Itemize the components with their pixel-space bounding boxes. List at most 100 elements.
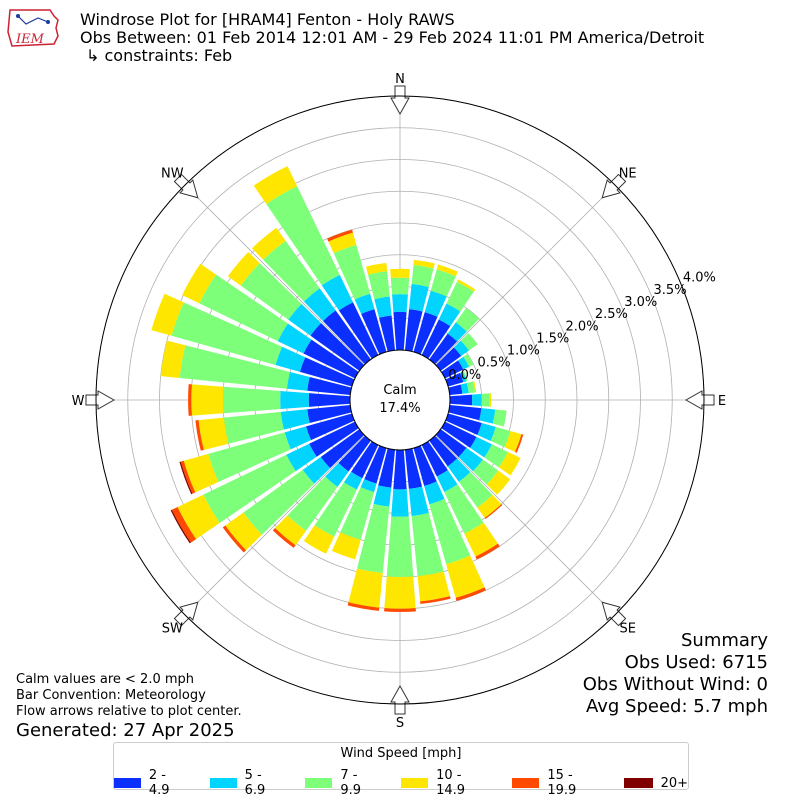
windrose-bar-segment xyxy=(287,371,310,391)
windrose-bar-segment xyxy=(366,263,388,275)
windrose-bar-segment xyxy=(253,166,298,204)
logo-text: IEM xyxy=(15,32,45,47)
windrose-bar-segment xyxy=(160,340,186,379)
windrose-bar-segment xyxy=(223,411,284,444)
windrose-bar-segment xyxy=(475,543,500,560)
title-line-2: Obs Between: 01 Feb 2014 12:01 AM - 29 F… xyxy=(80,28,705,47)
windrose-bar-segment xyxy=(338,435,371,472)
windrose-bar-segment xyxy=(307,404,352,424)
windrose-bar-segment xyxy=(306,413,355,441)
windrose-bar-segment xyxy=(284,426,312,450)
flow-arrow-icon xyxy=(85,390,116,410)
legend-label: 5 - 6.9 xyxy=(244,768,266,798)
windrose-bar-segment xyxy=(460,371,467,383)
windrose-bar-segment xyxy=(328,232,357,254)
windrose-bar-segment xyxy=(446,555,485,598)
windrose-bar-segment xyxy=(499,451,521,476)
direction-label: NW xyxy=(161,166,184,181)
calm-circle xyxy=(349,349,451,451)
legend-swatch xyxy=(305,778,333,788)
windrose-bar-segment xyxy=(199,274,288,342)
windrose-bar-segment xyxy=(266,186,340,286)
windrose-bar-segment xyxy=(441,421,477,448)
windrose-bar-segment xyxy=(409,283,429,312)
flow-arrows xyxy=(85,85,715,715)
windrose-bar-segment xyxy=(340,487,375,540)
flow-arrow-shape xyxy=(601,173,627,199)
windrose-bar-segment xyxy=(462,371,468,382)
legend-item: 10 - 14.9 xyxy=(401,768,490,798)
windrose-bar-segment xyxy=(484,444,508,468)
windrose-bar-segment xyxy=(227,251,260,286)
legend-swatch xyxy=(512,778,540,788)
windrose-bar-segment xyxy=(170,509,191,544)
windrose-bar-segment xyxy=(430,269,456,297)
summary-block: Summary Obs Used: 6715 Obs Without Wind:… xyxy=(583,630,768,718)
legend-label: 2 - 4.9 xyxy=(148,768,170,798)
legend-swatch xyxy=(114,778,141,788)
legend-label: 7 - 9.9 xyxy=(340,768,362,798)
windrose-bar-segment xyxy=(455,307,480,332)
windrose-bar-segment xyxy=(325,463,349,488)
windrose-bar-segment xyxy=(429,435,458,467)
windrose-bar-segment xyxy=(477,422,496,441)
legend-item: 7 - 9.9 xyxy=(305,768,379,798)
windrose-bar-segment xyxy=(453,340,469,357)
legend-title: Wind Speed [mph] xyxy=(340,746,462,761)
windrose-bar-segment xyxy=(307,376,352,396)
windrose-bar-segment xyxy=(275,515,306,546)
calm-value: 17.4% xyxy=(379,401,420,416)
summary-heading: Summary xyxy=(681,630,768,651)
windrose-bar-segment xyxy=(310,322,365,371)
windrose-bar-segment xyxy=(504,431,522,452)
windrose-bar-segment xyxy=(191,384,224,416)
windrose-bar-segment xyxy=(179,461,193,495)
windrose-bar-segment xyxy=(171,507,197,543)
windrose-bar-segment xyxy=(492,409,507,427)
legend-item: 20+ xyxy=(623,768,688,798)
legend-items: 2 - 4.9 5 - 6.9 7 - 9.9 10 - 14.9 15 - 19.9 2… xyxy=(114,768,688,798)
windrose-bar-segment xyxy=(515,434,524,453)
grid-spoke xyxy=(399,184,616,401)
radial-tick-label: 2.5% xyxy=(595,307,628,322)
radial-tick-label: 2.0% xyxy=(566,319,599,334)
windrose-bar-segment xyxy=(390,268,410,278)
direction-label: W xyxy=(72,394,85,409)
windrose-bar-segment xyxy=(390,277,410,295)
windrose-bar-segment xyxy=(378,448,396,488)
windrose-bar-segment xyxy=(286,443,317,472)
windrose-bar-segment xyxy=(384,608,416,612)
windrose-bar-segment xyxy=(424,290,447,317)
windrose-bar-segment xyxy=(417,571,450,602)
radial-tick-labels: 0.0%0.5%1.0%1.5%2.0%2.5%3.0%3.5%4.0% xyxy=(448,271,716,383)
note-calm: Calm values are < 2.0 mph xyxy=(16,672,195,687)
windrose-bar-segment xyxy=(347,602,380,611)
windrose-bar-segment xyxy=(180,460,196,494)
outer-ring xyxy=(95,95,705,705)
windrose-bar-segment xyxy=(195,420,204,451)
windrose-bar-segment xyxy=(446,281,474,312)
iem-logo: IEM xyxy=(7,9,59,47)
windrose-bar-segment xyxy=(441,360,464,379)
windrose-bar-segment xyxy=(263,240,320,302)
windrose-bar-segment xyxy=(327,229,353,242)
windrose-bar-segment xyxy=(420,596,451,604)
windrose-bar-segment xyxy=(411,513,444,577)
windrose-bar-segment xyxy=(448,404,482,421)
flow-arrow-shape xyxy=(390,684,410,715)
grid-spoke xyxy=(184,399,401,616)
windrose-bar-segment xyxy=(280,391,309,409)
direction-label: SE xyxy=(619,622,635,637)
windrose-bar-segment xyxy=(198,417,229,450)
windrose-bar-segment xyxy=(435,429,467,458)
radial-tick-label: 0.5% xyxy=(478,356,511,371)
windrose-bar-segment xyxy=(314,482,357,537)
direction-label: N xyxy=(395,72,405,87)
windrose-bar-segment xyxy=(490,426,511,448)
windrose-bar-segment xyxy=(225,512,262,551)
windrose-bar-segment xyxy=(384,576,416,609)
windrose-bar-segment xyxy=(322,310,371,365)
windrose-bar-segment xyxy=(460,382,469,394)
windrose-bar-segment xyxy=(477,494,502,518)
windrose-bar-segment xyxy=(360,479,377,493)
